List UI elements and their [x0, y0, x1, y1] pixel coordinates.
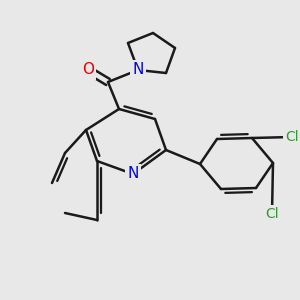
Text: N: N — [132, 62, 144, 77]
Text: N: N — [127, 167, 139, 182]
Text: Cl: Cl — [285, 130, 299, 144]
Text: O: O — [82, 62, 94, 77]
Text: Cl: Cl — [265, 207, 279, 221]
